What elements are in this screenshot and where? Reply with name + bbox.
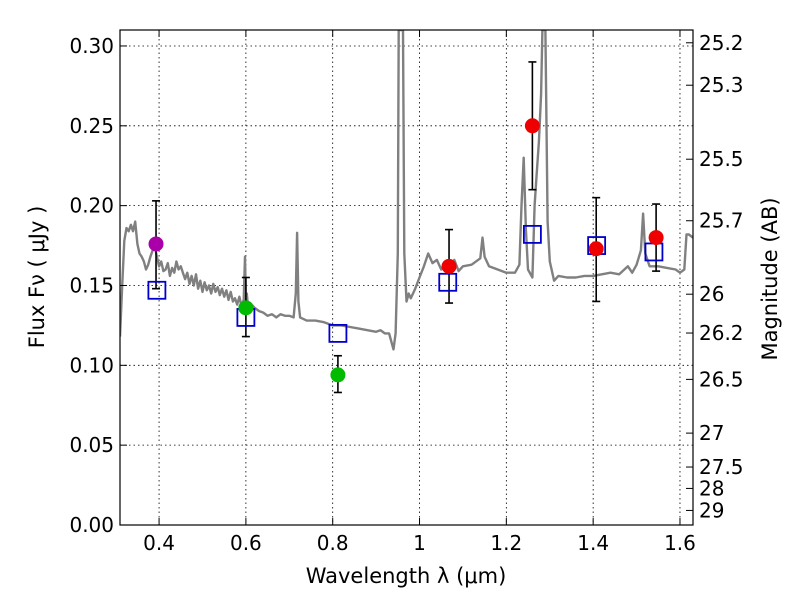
right-tick-label: 26: [699, 282, 724, 306]
right-axis-title: Magnitude (AB): [758, 197, 782, 360]
right-tick-label: 29: [699, 498, 724, 522]
right-tick-label: 28: [699, 476, 724, 500]
right-tick-label: 25.7: [699, 209, 744, 233]
y-axis-title: Flux Fν ( μJy ): [25, 206, 49, 349]
x-tick-label: 0.4: [143, 531, 175, 555]
tick-labels: 0.4 0.6 0.8 1 1.2 1.4 1.6 0.00 0.05 0.10 0.15 0.20 0…: [69, 31, 743, 555]
y-tick-label: 0.00: [69, 513, 114, 537]
data-point: [441, 258, 457, 274]
y-tick-label: 0.10: [69, 353, 114, 377]
data-point: [588, 241, 604, 257]
x-tick-label: 1.6: [664, 531, 696, 555]
x-axis-title: Wavelength λ (μm): [306, 564, 507, 588]
data-point: [648, 230, 664, 246]
model-square: [147, 280, 167, 300]
y-tick-label: 0.25: [69, 114, 114, 138]
right-tick-label: 26.2: [699, 321, 744, 345]
right-tick-label: 27: [699, 421, 724, 445]
right-tick-label: 25.2: [699, 31, 744, 55]
right-tick-label: 25.3: [699, 73, 744, 97]
y-tick-label: 0.15: [69, 273, 114, 297]
x-tick-label: 0.6: [230, 531, 262, 555]
right-tick-label: 26.5: [699, 367, 744, 391]
data-point: [238, 300, 254, 316]
data-point: [524, 118, 540, 134]
plot-frame: [119, 29, 694, 526]
data-point: [148, 236, 164, 252]
y-tick-label: 0.20: [69, 194, 114, 218]
x-tick-label: 1.2: [490, 531, 522, 555]
model-square: [438, 272, 458, 292]
x-tick-label: 0.8: [317, 531, 349, 555]
marker-layer: [147, 118, 664, 383]
right-tick-label: 27.5: [699, 455, 744, 479]
right-tick-label: 25.5: [699, 147, 744, 171]
ticks: [120, 30, 693, 526]
x-tick-label: 1.4: [577, 531, 609, 555]
data-point: [330, 367, 346, 383]
y-tick-label: 0.30: [69, 34, 114, 58]
spectrum-line: [120, 30, 693, 351]
model-square: [328, 323, 348, 343]
y-tick-label: 0.05: [69, 433, 114, 457]
x-tick-label: 1: [413, 531, 426, 555]
spectrum-layer: [120, 30, 693, 351]
model-square: [522, 224, 542, 244]
